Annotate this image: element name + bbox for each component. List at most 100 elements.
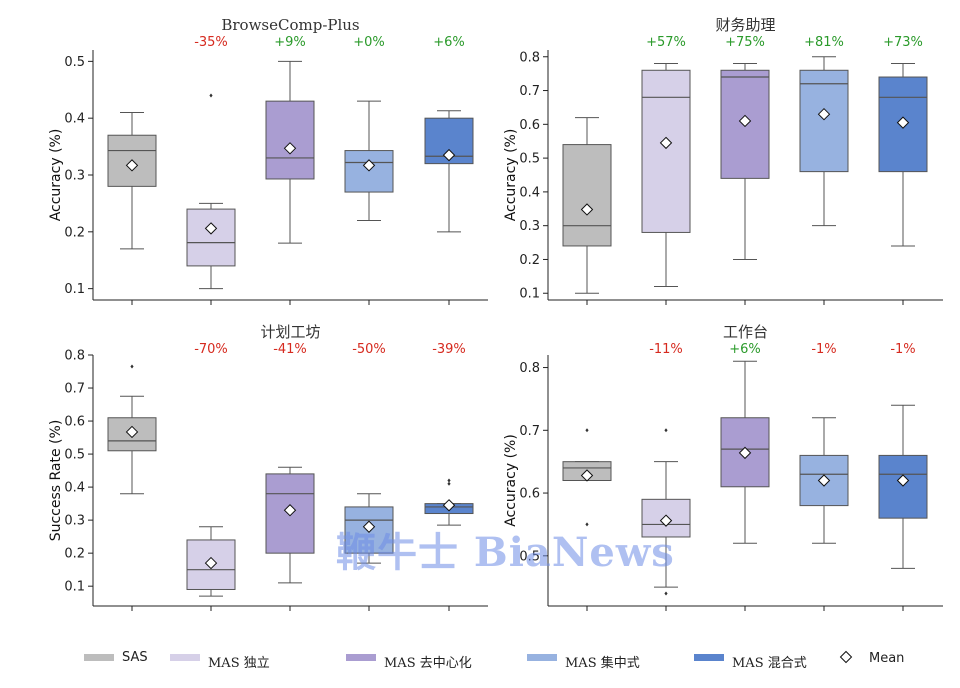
box-1 (107, 364, 157, 495)
box-3 (265, 466, 315, 584)
mean-marker (362, 159, 376, 172)
mean-marker (283, 504, 297, 517)
y-tick-label: 0.1 (64, 282, 85, 297)
panel-2: 0.1 0.2 0.3 0.4 0.5 0.6 0.7 0.8 财务助理 Accuracy (%)… (503, 16, 943, 305)
box-1 (562, 117, 612, 294)
box-body (265, 100, 315, 180)
box-body (641, 69, 691, 233)
mean-marker (580, 203, 594, 216)
mean-marker (442, 148, 456, 162)
y-tick-label: 0.5 (519, 549, 540, 564)
y-tick-label: 0.4 (519, 185, 540, 200)
box-body (720, 417, 770, 488)
box-1 (562, 428, 612, 527)
mean-marker (125, 159, 139, 172)
outlier-point (664, 591, 668, 596)
y-tick-label: 0.4 (64, 481, 85, 496)
mean-marker (896, 116, 910, 129)
change-label: +0% (353, 35, 385, 50)
box-4 (344, 100, 394, 221)
mean-marker (659, 514, 673, 527)
box-body (878, 454, 928, 519)
mean-marker (362, 520, 376, 533)
legend-mean-marker (839, 650, 853, 664)
y-tick-label: 0.6 (64, 415, 85, 430)
y-tick-label: 0.5 (519, 152, 540, 167)
change-label: -39% (432, 342, 466, 357)
y-axis-label: Accuracy (%) (48, 129, 64, 222)
chart-title: 工作台 (723, 323, 768, 341)
legend-label: MAS 独立 (208, 656, 270, 671)
outlier-point (130, 364, 134, 369)
mean-marker (659, 136, 673, 150)
y-tick-label: 0.5 (64, 448, 85, 463)
legend-swatch (346, 654, 376, 661)
legend-swatch (694, 654, 724, 661)
outlier-point (585, 428, 589, 433)
y-tick-label: 0.1 (64, 580, 85, 595)
y-tick-label: 0.7 (519, 424, 540, 439)
change-label: +73% (883, 35, 923, 50)
box-5 (878, 63, 928, 247)
y-tick-label: 0.3 (64, 169, 85, 184)
legend: SAS MAS 独立 MAS 去中心化 MAS 集中式 MAS 混合式 Mean (84, 650, 904, 671)
y-tick-label: 0.3 (64, 514, 85, 529)
change-label: -35% (194, 35, 228, 50)
mean-marker (204, 556, 218, 570)
y-tick-label: 0.7 (64, 382, 85, 397)
mean-marker (896, 474, 910, 487)
y-tick-label: 0.8 (64, 349, 85, 364)
legend-swatch (84, 654, 114, 661)
box-body (799, 69, 849, 173)
y-tick-label: 0.7 (519, 84, 540, 99)
box-5 (878, 404, 928, 569)
y-tick-label: 0.2 (64, 225, 85, 240)
change-label: -41% (273, 342, 307, 357)
mean-marker (817, 474, 831, 487)
outlier-point (447, 478, 451, 483)
box-2 (186, 526, 236, 597)
change-label: +6% (433, 35, 465, 50)
y-tick-label: 0.2 (64, 547, 85, 562)
box-5 (424, 110, 474, 233)
change-label: +9% (274, 35, 306, 50)
y-tick-label: 0.3 (519, 219, 540, 234)
outlier-point (209, 93, 213, 98)
y-tick-label: 0.6 (519, 487, 540, 502)
y-tick-label: 0.8 (519, 50, 540, 65)
y-axis-label: Success Rate (%) (48, 420, 64, 542)
change-label: -50% (352, 342, 386, 357)
legend-label: MAS 混合式 (732, 656, 807, 671)
change-label: -70% (194, 342, 228, 357)
box-3 (720, 63, 770, 260)
change-label: +6% (729, 342, 761, 357)
mean-marker (283, 142, 297, 155)
box-4 (799, 56, 849, 227)
box-3 (720, 360, 770, 544)
mean-marker (738, 446, 752, 460)
mean-marker (580, 469, 594, 482)
y-axis-label: Accuracy (%) (503, 129, 519, 222)
y-tick-label: 0.1 (519, 287, 540, 302)
legend-label: MAS 去中心化 (384, 656, 472, 671)
box-5 (424, 478, 474, 526)
box-body (562, 144, 612, 247)
change-label: +57% (646, 35, 686, 50)
box-3 (265, 60, 315, 244)
y-tick-label: 0.6 (519, 118, 540, 133)
box-4 (799, 417, 849, 544)
panel-1: 0.1 0.2 0.3 0.4 0.5 BrowseComp-Plus Accuracy (… (48, 16, 488, 305)
box-2 (641, 63, 691, 287)
y-axis-label: Accuracy (%) (503, 434, 519, 527)
panel-3: 0.1 0.2 0.3 0.4 0.5 0.6 0.7 0.8 计划工坊 Success Rate… (48, 323, 488, 611)
change-label: +81% (804, 35, 844, 50)
change-label: +75% (725, 35, 765, 50)
mean-marker (817, 107, 831, 121)
legend-swatch (527, 654, 557, 661)
change-label: -11% (649, 342, 683, 357)
chart-title: 计划工坊 (260, 323, 320, 341)
y-tick-label: 0.4 (64, 112, 85, 127)
legend-label: MAS 集中式 (565, 655, 640, 671)
chart-title: BrowseComp-Plus (221, 16, 359, 34)
